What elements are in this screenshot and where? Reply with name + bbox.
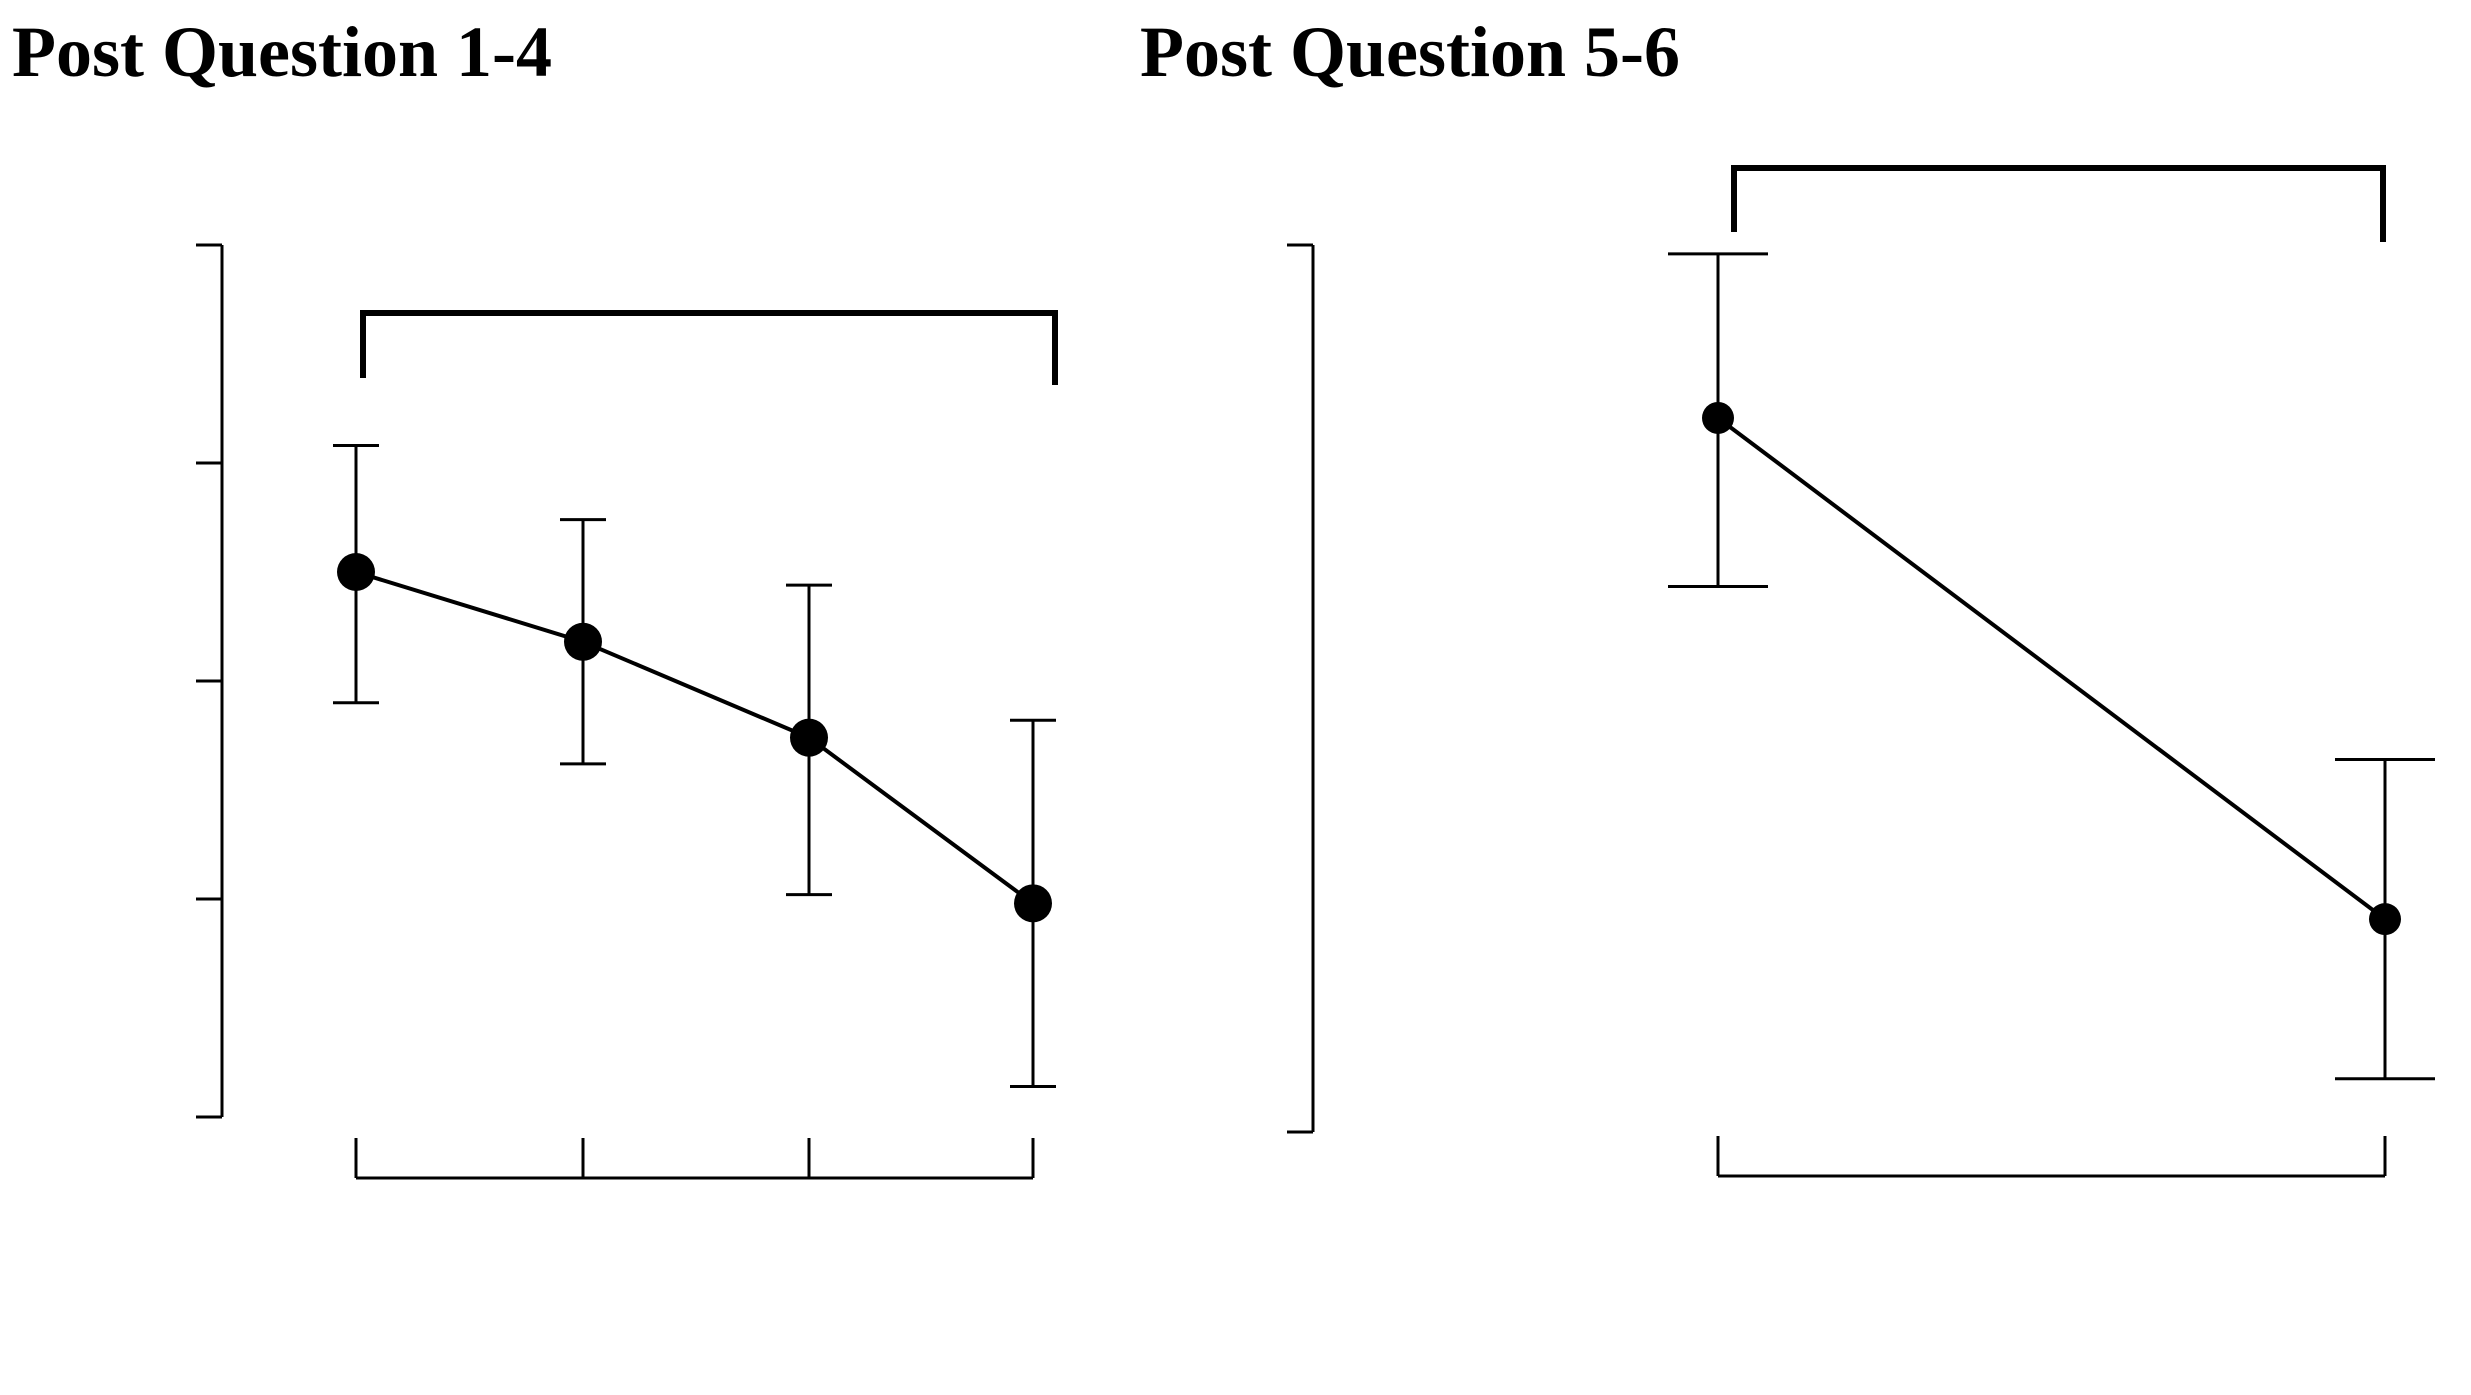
significance-line [1731,165,2386,242]
x-axis [1716,1136,2387,1178]
data-point [1014,884,1052,923]
chart-post-question-5-6: Post Question 5-6 [1140,12,2435,1178]
series-line [355,570,1035,905]
y-axis [1287,243,1315,1134]
significance-line [360,310,1058,385]
chart-title: Post Question 5-6 [1140,12,1680,92]
data-point [337,553,375,591]
series [333,444,1056,1088]
x-axis [354,1138,1035,1180]
data-point [790,718,828,757]
y-axis [196,243,224,1119]
data-point [1702,401,1734,434]
data-point [2369,903,2401,936]
data-point [564,622,602,661]
series [1668,252,2435,1081]
significance-bracket [1731,165,2386,242]
series-line [1716,416,2387,921]
significance-bracket [360,310,1058,385]
chart-post-question-1-4: Post Question 1-4 [12,12,1058,1180]
chart-title: Post Question 1-4 [12,12,552,92]
